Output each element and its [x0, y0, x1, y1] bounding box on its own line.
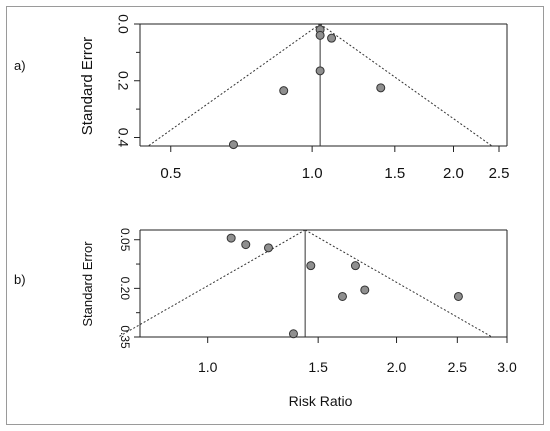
data-point: [228, 140, 238, 150]
x-tick-label: 1.5: [384, 165, 405, 182]
panel-label: b): [14, 272, 26, 287]
x-tick-label: 2.0: [443, 165, 464, 182]
x-tick-label: 1.0: [302, 165, 323, 182]
funnel-plot-b: b) 1.0 1.5 2.0 2.5 3.0 0.05 0.20 0.35 Standard Er…: [14, 228, 517, 409]
data-point: [226, 233, 236, 243]
data-point: [279, 86, 289, 96]
y-tick-label: 0.35: [118, 325, 132, 349]
y-axis-label: Standard Error: [80, 241, 95, 327]
x-tick-label: 1.5: [308, 359, 328, 375]
panel-label: a): [14, 58, 26, 73]
funnel-left-line: [147, 23, 321, 147]
y-tick-label: 0.2: [115, 71, 131, 91]
data-point: [288, 329, 298, 339]
x-tick-label: 2.5: [489, 165, 510, 182]
data-point: [350, 261, 360, 271]
y-tick-label: 0.4: [115, 128, 131, 148]
data-point: [306, 261, 316, 271]
x-tick-label: 3.0: [497, 359, 517, 375]
x-tick-label: 2.0: [387, 359, 407, 375]
y-tick-label: 0.0: [115, 14, 131, 34]
funnel-right-line: [319, 23, 493, 147]
x-tick-label: 2.5: [448, 359, 468, 375]
y-axis-label: Standard Error: [79, 37, 96, 135]
data-point: [360, 285, 370, 295]
data-point: [315, 66, 325, 76]
data-point: [263, 243, 273, 253]
funnel-left-line: [117, 229, 306, 338]
data-point: [315, 30, 325, 40]
data-point: [337, 291, 347, 301]
data-point: [241, 240, 251, 250]
x-tick-label: 0.5: [160, 165, 181, 182]
y-tick-label: 0.20: [118, 277, 132, 301]
funnel-plot-a: a) 0.5 1.0 1.5 2.0 2.5 0.0 0.2 0.4 Standard Error: [14, 14, 509, 182]
x-tick-label: 1.0: [198, 359, 218, 375]
y-tick-label: 0.05: [118, 228, 132, 252]
data-point: [453, 291, 463, 301]
data-point: [376, 83, 386, 93]
funnel-right-line: [304, 229, 493, 338]
data-point: [327, 33, 337, 43]
figure-frame: [6, 6, 544, 425]
x-axis-label: Risk Ratio: [289, 393, 353, 409]
